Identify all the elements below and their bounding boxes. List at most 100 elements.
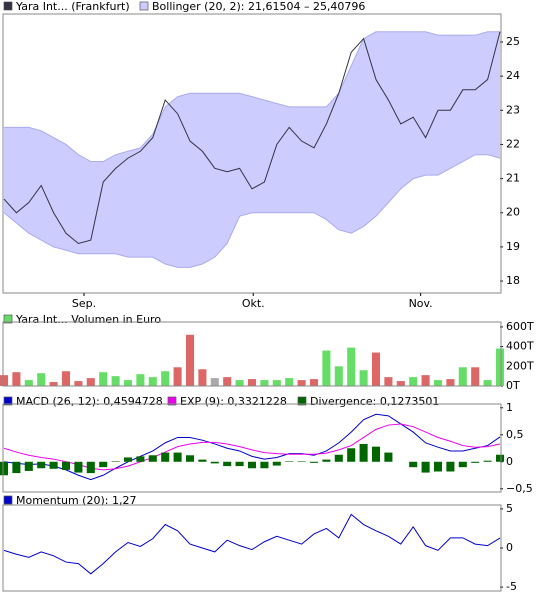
bar: [185, 455, 195, 462]
y-tick-label: 22: [506, 137, 520, 150]
bar: [309, 379, 319, 386]
bar: [495, 348, 505, 386]
bar: [198, 459, 207, 462]
legend-swatch: [3, 396, 13, 406]
legend-swatch: [3, 1, 13, 11]
bar: [86, 378, 95, 386]
bar: [161, 452, 170, 462]
bar: [309, 461, 319, 463]
bar: [384, 452, 393, 462]
y-tick-label: 600T: [506, 320, 534, 333]
bar: [210, 461, 219, 464]
bar: [371, 352, 381, 386]
bar: [433, 461, 443, 472]
bar: [12, 461, 21, 474]
bar: [161, 371, 170, 386]
bar: [136, 374, 145, 386]
bar: [409, 377, 418, 386]
bar: [446, 461, 455, 472]
bar: [297, 461, 306, 462]
plot-frame: [2, 321, 502, 387]
y-tick-label: 20: [506, 206, 520, 219]
bar: [334, 366, 343, 386]
line: [3, 31, 501, 245]
plot-frame: [2, 403, 502, 493]
bar: [136, 456, 145, 462]
legend-label: Yara Int... Volumen in Euro: [15, 313, 161, 326]
bar: [347, 347, 356, 386]
bar: [235, 461, 244, 467]
bar: [458, 367, 467, 386]
y-tick-label: 200T: [506, 359, 534, 372]
legend-swatch: [3, 314, 13, 324]
bar: [334, 454, 343, 462]
bar: [347, 448, 356, 462]
bar: [198, 369, 207, 386]
y-tick-label: 24: [506, 69, 520, 82]
legend-label: Divergence: 0,1273501: [310, 395, 439, 408]
bar: [322, 350, 331, 386]
x-tick-label: Okt.: [242, 297, 265, 310]
legend-label: Yara Int... (Frankfurt): [15, 0, 130, 13]
legend-swatch: [167, 396, 177, 406]
bar: [297, 380, 306, 386]
bar: [359, 443, 368, 462]
y-tick-label: 0: [506, 455, 513, 468]
bar: [86, 461, 95, 474]
bar: [61, 371, 71, 386]
legend-label: MACD (26, 12): 0,4594728: [16, 395, 163, 408]
bar: [123, 380, 133, 386]
bar: [471, 461, 480, 463]
bar: [495, 454, 505, 462]
bar: [0, 375, 9, 386]
bar: [483, 460, 492, 462]
y-tick-label: −0,5: [506, 482, 533, 495]
bar: [49, 461, 58, 469]
bar: [272, 461, 281, 466]
bar: [285, 461, 294, 462]
y-tick-label: 25: [506, 35, 520, 48]
bar: [173, 367, 182, 386]
bar: [223, 377, 232, 386]
bar: [99, 372, 108, 386]
bar: [409, 461, 418, 468]
y-tick-label: -5: [506, 580, 517, 593]
y-tick-label: 400T: [506, 340, 534, 353]
bar: [371, 446, 381, 462]
bar: [24, 380, 33, 386]
plot-frame: [2, 13, 502, 294]
bar: [173, 452, 182, 462]
bar: [359, 370, 368, 386]
bar: [285, 378, 294, 386]
bar: [12, 372, 21, 386]
line: [3, 513, 501, 575]
bar: [322, 459, 331, 462]
bar: [446, 379, 455, 386]
bar: [123, 457, 133, 462]
bar: [148, 377, 157, 386]
bar: [99, 461, 108, 468]
bar: [37, 373, 46, 386]
legend-label: Bollinger (20, 2): 21,61504 – 25,40796: [152, 0, 365, 13]
bar: [272, 380, 281, 386]
bar: [61, 461, 71, 470]
y-tick-label: 1: [506, 401, 513, 414]
bar: [471, 367, 480, 386]
y-tick-label: 5: [506, 502, 513, 515]
plot-frame: [2, 504, 502, 592]
bar: [111, 461, 120, 462]
y-tick-label: 21: [506, 172, 520, 185]
bar: [223, 461, 232, 467]
bar: [483, 380, 492, 386]
y-tick-label: 18: [506, 274, 520, 287]
y-tick-label: 19: [506, 240, 520, 253]
legend-label: Momentum (20): 1,27: [16, 494, 136, 507]
legend-swatch: [139, 1, 149, 11]
bar: [384, 377, 393, 386]
bar: [111, 376, 120, 386]
bar: [247, 461, 257, 469]
bar: [421, 375, 430, 386]
bar: [49, 382, 58, 386]
line: [3, 413, 501, 481]
